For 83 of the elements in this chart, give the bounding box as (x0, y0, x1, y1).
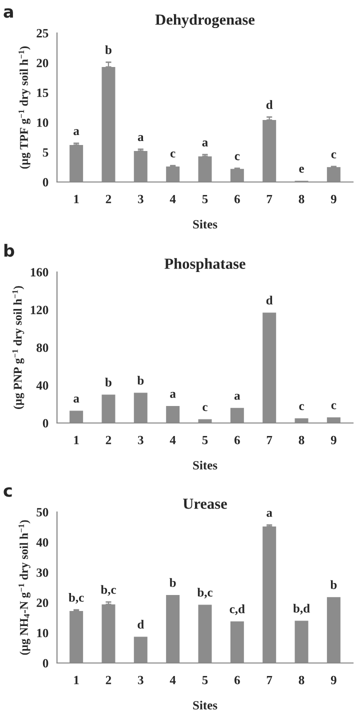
y-tick-label: 10 (37, 118, 48, 127)
x-axis-title: Sites (193, 700, 218, 710)
data-label: b,c (100, 585, 116, 596)
x-tick-label: 6 (234, 194, 240, 204)
x-tick-label: 7 (266, 436, 272, 444)
data-label: d (266, 296, 273, 304)
data-label: d (138, 620, 144, 629)
x-tick-label: 3 (138, 194, 144, 204)
data-label: b (330, 580, 337, 590)
data-label: a (170, 392, 176, 398)
x-tick-label: 4 (170, 676, 176, 684)
x-tick-label: 4 (170, 194, 176, 204)
chart-title: Urease (183, 498, 227, 509)
data-label: e (299, 166, 304, 173)
y-tick-label: 50 (36, 508, 48, 516)
x-tick-label: 2 (106, 436, 112, 444)
chart-title: Dehydrogenase (155, 14, 255, 28)
y-tick-label: 120 (30, 306, 48, 314)
data-label: b (170, 578, 176, 587)
y-tick-label: 0 (42, 419, 48, 428)
x-axis-title: Sites (193, 220, 218, 229)
chart-title: Phosphatase (164, 258, 246, 272)
x-tick-label: 4 (170, 436, 176, 444)
data-label: d (266, 100, 273, 109)
x-tick-label: 2 (106, 676, 112, 684)
x-tick-label: 6 (234, 676, 240, 684)
x-tick-label: 8 (298, 194, 304, 204)
data-label: b,d (293, 604, 310, 614)
data-label: a (234, 394, 240, 400)
data-label: c (234, 154, 240, 160)
y-tick-label: 20 (36, 598, 48, 608)
x-tick-label: 8 (298, 436, 304, 444)
x-tick-label: 7 (266, 676, 272, 684)
x-tick-label: 8 (298, 676, 304, 684)
y-axis-title: (µg TPF g$^{−1}$ dry soil h$^{−1}$) (18, 46, 30, 169)
x-axis-title: Sites (193, 460, 218, 470)
x-tick-label: 3 (138, 676, 144, 684)
data-label: c (202, 405, 208, 412)
data-label: a (74, 129, 80, 136)
data-label: a (202, 140, 208, 146)
y-tick-label: 0 (42, 178, 48, 186)
y-tick-label: 25 (36, 29, 48, 38)
y-tick-label: 10 (37, 628, 48, 638)
x-tick-label: 1 (74, 194, 79, 204)
x-tick-label: 1 (74, 436, 79, 444)
data-label: b,c (197, 588, 212, 598)
y-tick-label: 160 (30, 268, 48, 276)
data-label: b (137, 376, 144, 385)
data-label: b (105, 45, 112, 54)
x-tick-label: 9 (330, 194, 336, 204)
y-tick-label: 15 (37, 88, 48, 98)
x-tick-label: 6 (234, 436, 240, 444)
data-label: c (299, 404, 304, 410)
x-tick-label: 5 (202, 676, 208, 684)
y-axis-title: (µg NH$_{4}$-N g$^{−1}$ dry soil h$^{−1}$) (18, 520, 30, 655)
y-tick-label: 0 (42, 659, 48, 668)
y-tick-label: 5 (42, 148, 48, 157)
y-tick-label: 40 (36, 538, 48, 547)
data-label: b,c (68, 592, 84, 604)
x-tick-label: 5 (202, 194, 208, 204)
x-tick-label: 9 (330, 436, 336, 444)
data-label: c (331, 403, 336, 410)
text: c (4, 487, 12, 497)
text: a (4, 8, 13, 18)
data-label: a (138, 135, 144, 142)
text: b (4, 244, 14, 257)
y-tick-label: 40 (36, 381, 48, 390)
y-axis-title: (µg PNP g$^{−1}$ dry soil h$^{−1}$) (12, 286, 24, 409)
y-tick-label: 30 (36, 568, 48, 577)
data-label: a (266, 510, 272, 517)
data-label: c (331, 152, 336, 158)
x-tick-label: 7 (266, 194, 272, 204)
data-label: a (74, 396, 80, 403)
x-tick-label: 9 (330, 676, 336, 684)
x-tick-label: 3 (138, 436, 144, 444)
data-label: b (105, 378, 112, 387)
x-tick-label: 5 (202, 436, 208, 444)
y-tick-label: 20 (36, 58, 48, 68)
data-label: c (170, 152, 176, 158)
data-label: c,d (230, 604, 245, 616)
x-tick-label: 2 (106, 194, 112, 204)
x-tick-label: 1 (74, 676, 79, 684)
y-tick-label: 80 (36, 344, 48, 352)
